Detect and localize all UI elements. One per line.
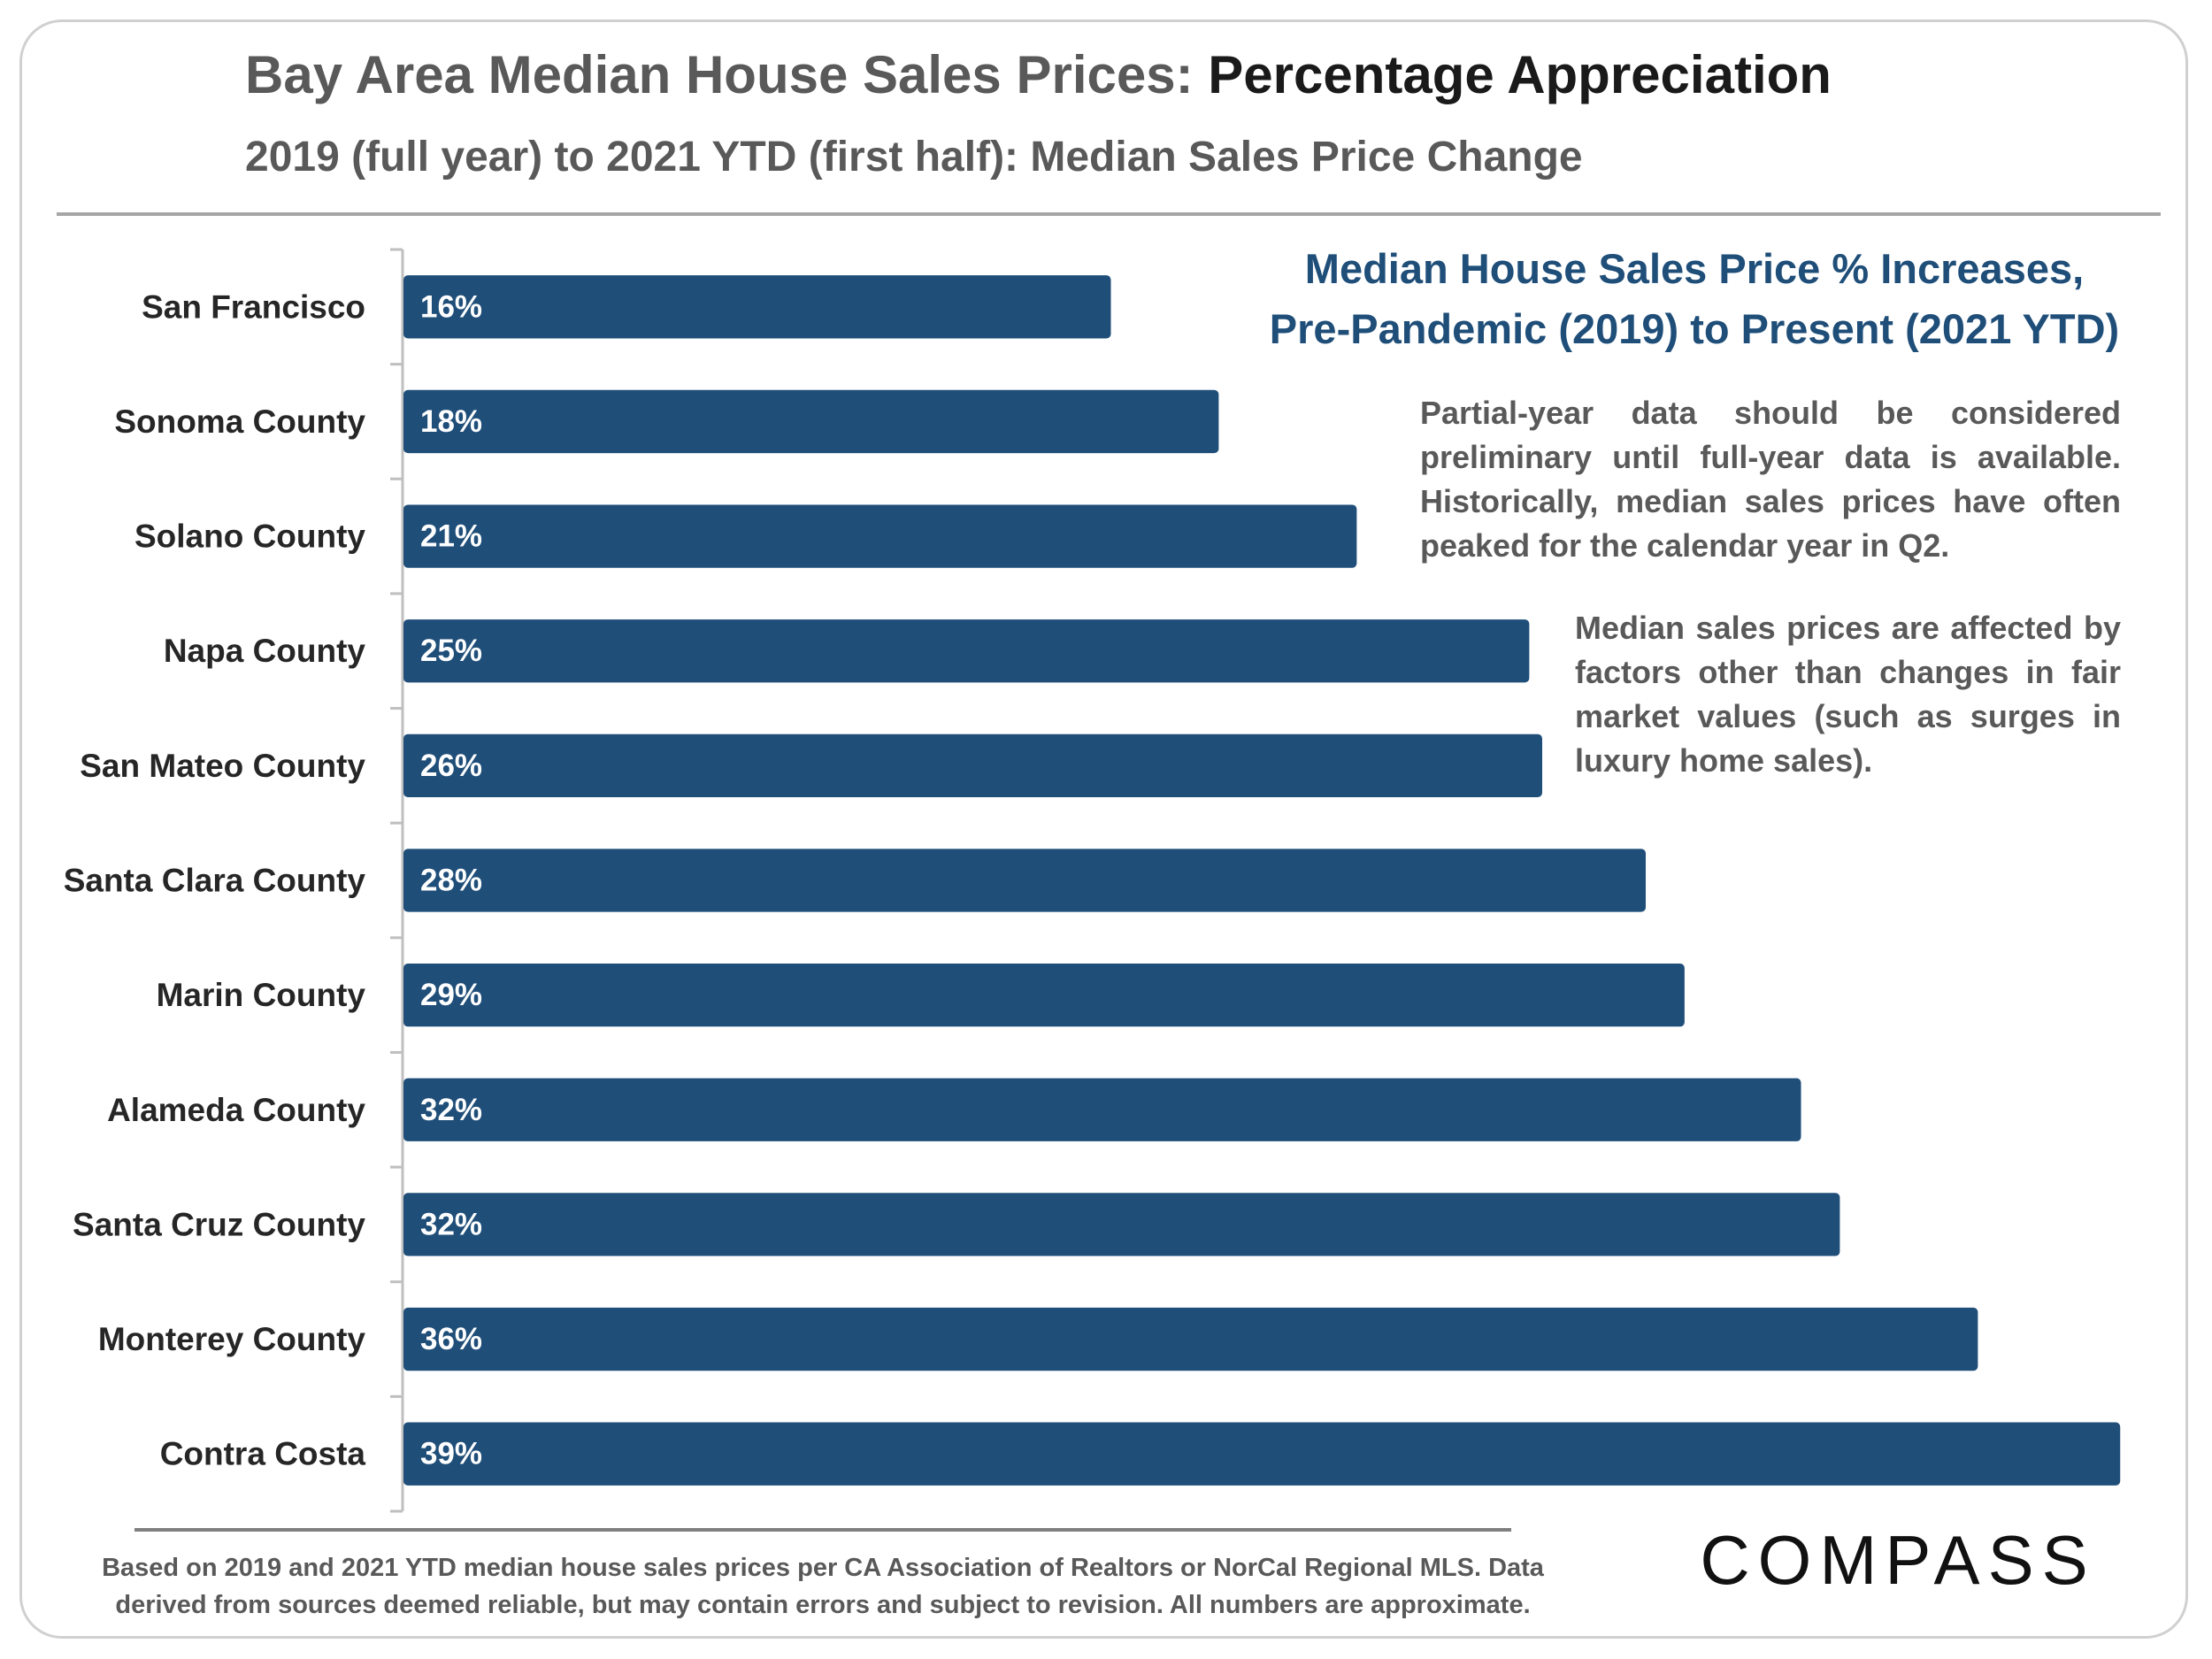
compass-logo: COMPASS: [1700, 1521, 2096, 1599]
annotation-heading-line-2: Pre-Pandemic (2019) to Present (2021 YTD…: [1269, 305, 2120, 352]
source-footnote-line-2: derived from sources deemed reliable, bu…: [115, 1591, 1531, 1619]
title-divider: [57, 212, 2161, 216]
annotation-note-preliminary: Partial-year data should be considered p…: [1420, 395, 2121, 564]
category-label: Napa County: [164, 633, 366, 669]
category-label: Monterey County: [98, 1321, 366, 1357]
footer-divider: [134, 1528, 1511, 1532]
bar: [403, 275, 1111, 339]
bar: [403, 619, 1530, 683]
source-footnote-line-1: Based on 2019 and 2021 YTD median house …: [102, 1554, 1544, 1582]
bar-value-label: 32%: [420, 1093, 482, 1127]
category-label: Marin County: [157, 977, 366, 1013]
annotation-heading: Median House Sales Price % Increases, Pr…: [1221, 239, 2168, 359]
category-label: Contra Costa: [160, 1436, 366, 1472]
category-label: Santa Clara County: [64, 863, 366, 899]
bar-value-label: 32%: [420, 1207, 482, 1241]
chart-title: Bay Area Median House Sales Prices: Perc…: [245, 44, 1832, 105]
bar-value-label: 39%: [420, 1437, 482, 1471]
bar: [403, 389, 1219, 454]
bar-value-label: 16%: [420, 289, 482, 324]
bar: [403, 1307, 1978, 1371]
chart-subtitle: 2019 (full year) to 2021 YTD (first half…: [245, 134, 1583, 180]
bar: [403, 1193, 1840, 1256]
annotation-note-factors: Median sales prices are affected by fact…: [1575, 610, 2121, 779]
source-footnote: Based on 2019 and 2021 YTD median house …: [53, 1549, 1593, 1624]
category-label: San Mateo County: [80, 748, 365, 784]
chart-title-emphasis: Percentage Appreciation: [1208, 45, 1832, 104]
category-label: Santa Cruz County: [73, 1206, 365, 1242]
annotation-heading-line-1: Median House Sales Price % Increases,: [1304, 245, 2085, 292]
category-label: Alameda County: [107, 1092, 365, 1128]
bar: [403, 1078, 1801, 1141]
bar-value-label: 21%: [420, 519, 482, 554]
category-label: Solano County: [134, 518, 365, 555]
bar: [403, 849, 1646, 912]
chart-title-prefix: Bay Area Median House Sales Prices:: [245, 45, 1194, 104]
bar-value-label: 25%: [420, 634, 482, 668]
bar-value-label: 26%: [420, 749, 482, 783]
bar-value-label: 18%: [420, 404, 482, 439]
bar: [403, 504, 1357, 568]
bar: [403, 1422, 2121, 1486]
bar: [403, 963, 1685, 1027]
bar-value-label: 28%: [420, 864, 482, 898]
bar-value-label: 29%: [420, 978, 482, 1012]
category-label: Sonoma County: [114, 403, 365, 440]
bar-value-label: 36%: [420, 1322, 482, 1356]
bar: [403, 733, 1542, 798]
category-label: San Francisco: [142, 288, 365, 325]
